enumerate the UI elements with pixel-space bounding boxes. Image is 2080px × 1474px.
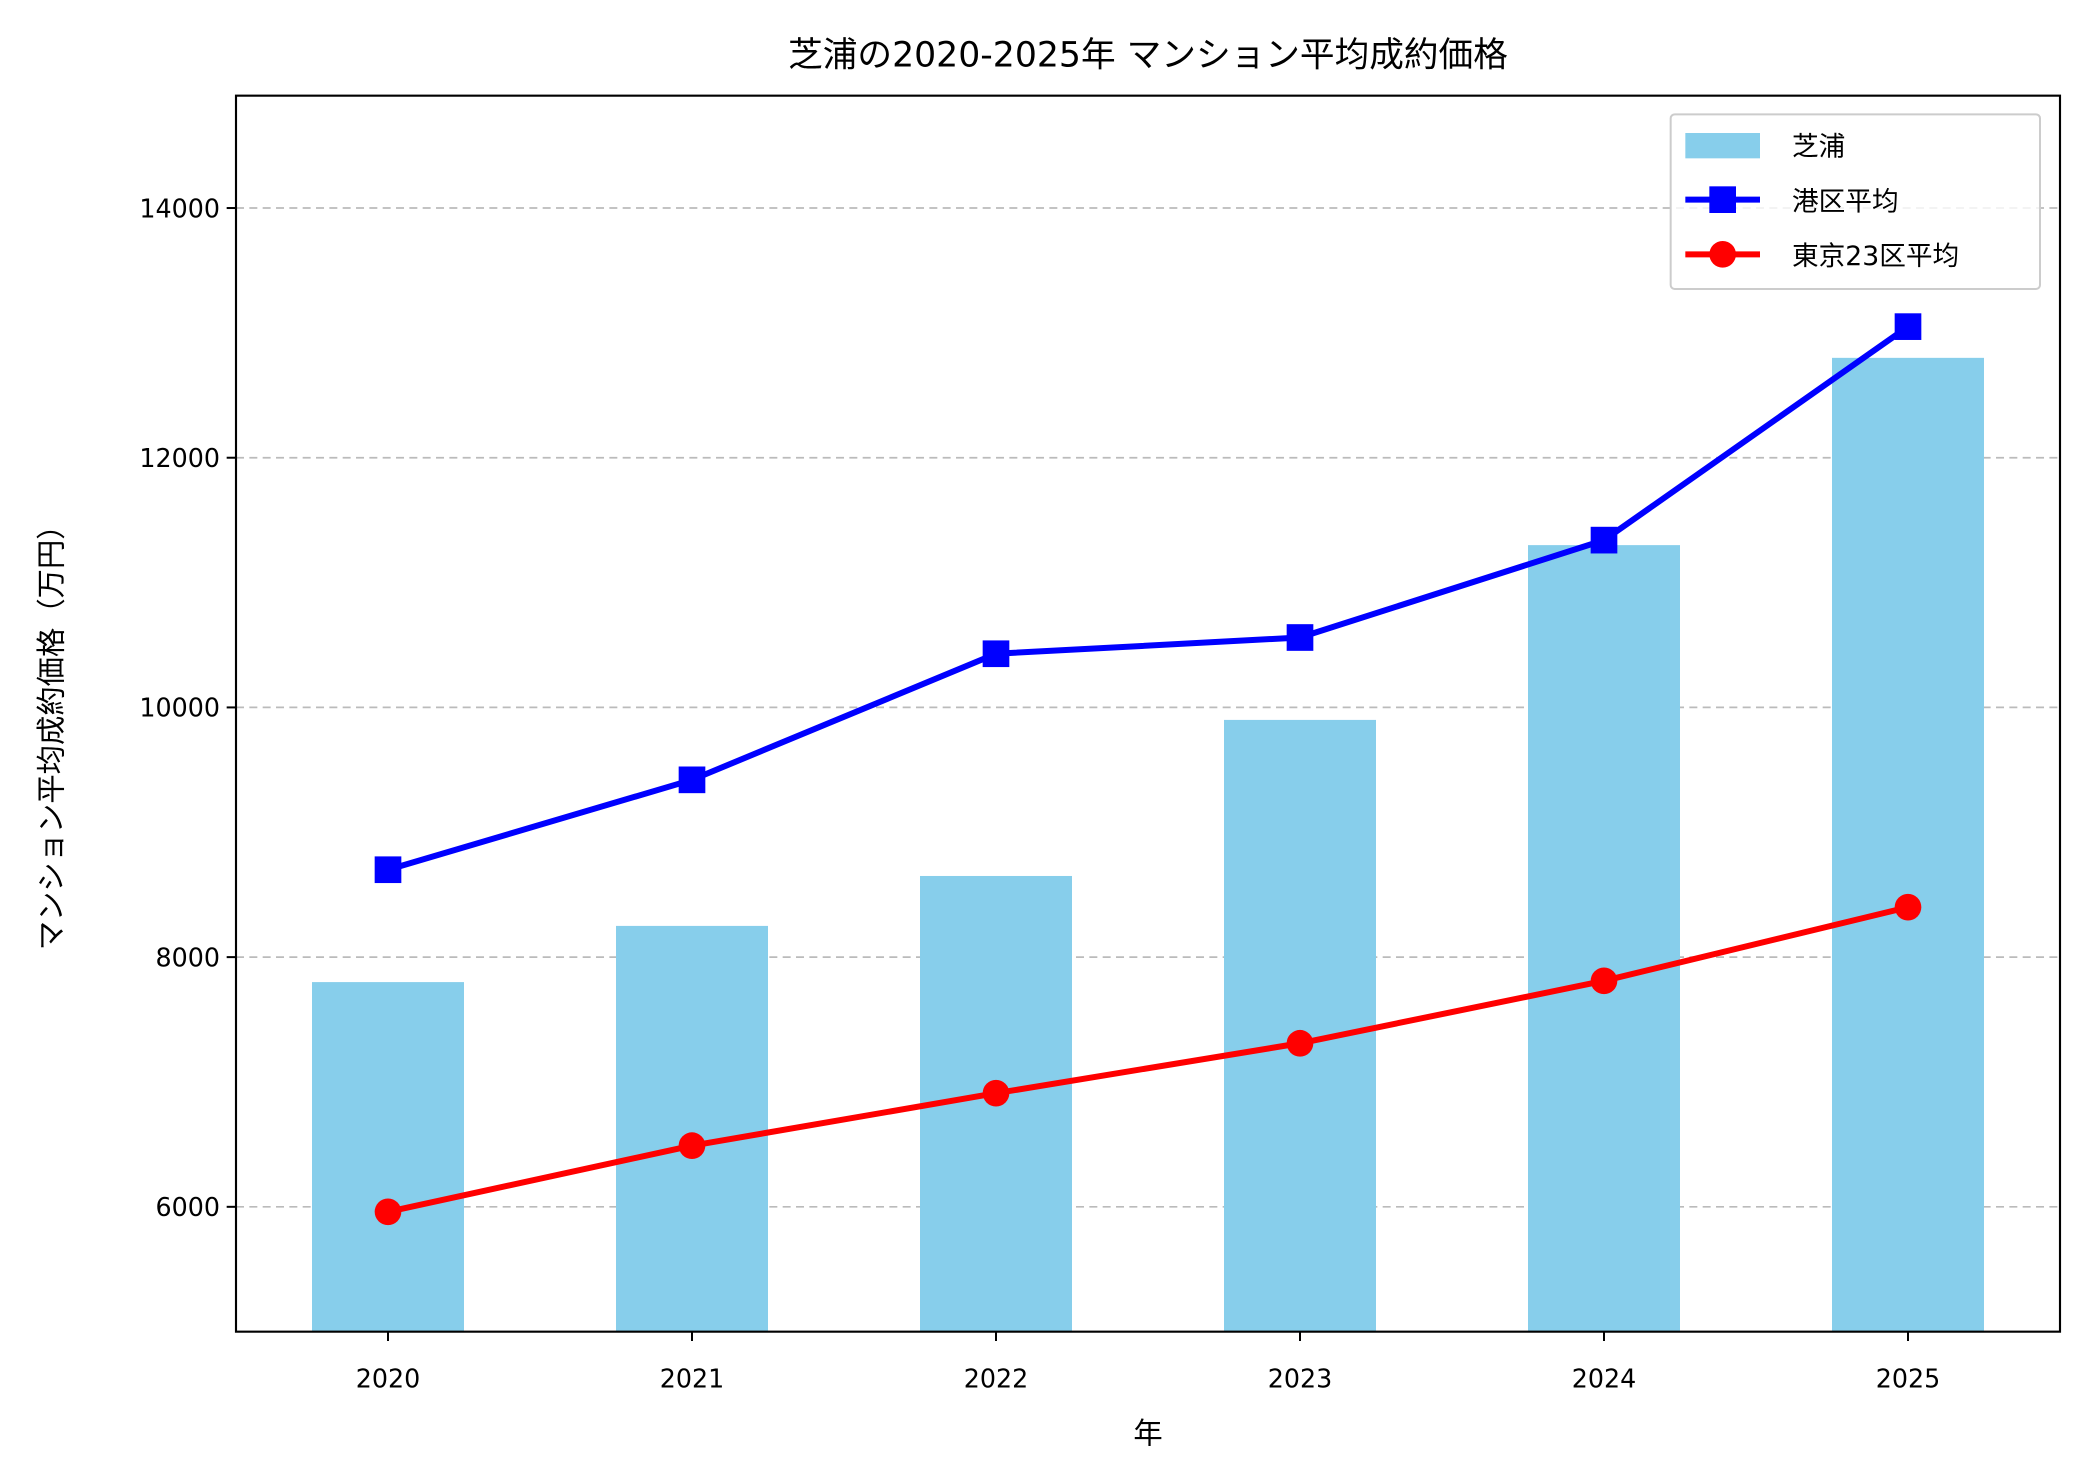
bar-2020	[312, 982, 464, 1332]
marker-square-2024	[1590, 526, 1618, 554]
marker-circle-2022	[982, 1079, 1010, 1107]
marker-circle-2021	[678, 1132, 706, 1159]
legend-marker-circle	[1709, 241, 1736, 268]
marker-circle-2024	[1590, 967, 1618, 995]
marker-circle-2025	[1894, 893, 1922, 921]
marker-square-2020	[374, 856, 402, 884]
y-axis-label: マンション平均成約価格（万円）	[34, 510, 68, 950]
y-tick-label: 6000	[156, 1192, 220, 1222]
x-tick-label: 2020	[356, 1364, 420, 1394]
bar-2024	[1528, 545, 1680, 1332]
marker-square-2022	[982, 640, 1010, 668]
marker-square-2021	[678, 766, 706, 794]
x-tick-label: 2023	[1268, 1364, 1332, 1394]
bar-2021	[616, 925, 768, 1332]
x-tick-label: 2022	[964, 1364, 1028, 1394]
bar-2023	[1224, 719, 1376, 1332]
line-series-1	[387, 324, 1910, 873]
line-series-2	[387, 904, 1909, 1215]
x-tick-label: 2021	[660, 1364, 724, 1394]
y-tick-label: 12000	[139, 443, 220, 473]
marker-circle-2020	[374, 1198, 402, 1226]
y-tick-label: 8000	[156, 942, 220, 972]
legend-marker-square	[1709, 186, 1736, 213]
marker-square-2023	[1286, 624, 1314, 651]
x-axis-label: 年	[1133, 1417, 1162, 1451]
y-tick-label: 14000	[139, 193, 220, 223]
legend-label: 港区平均	[1792, 186, 1899, 217]
plot-frame	[234, 94, 2062, 1333]
legend-label: 芝浦	[1792, 132, 1845, 163]
lines	[374, 313, 1922, 1226]
legend-swatch	[1685, 133, 1760, 159]
x-tick-label: 2025	[1876, 1364, 1940, 1394]
x-tick-label: 2024	[1572, 1364, 1636, 1394]
bar-2025	[1832, 357, 1984, 1332]
grid	[236, 207, 2060, 1208]
chart-title: 芝浦の2020-2025年 マンション平均成約価格	[788, 35, 1508, 75]
marker-square-2025	[1894, 313, 1922, 340]
bars	[312, 357, 1984, 1332]
x-ticks: 2020 2021 2022 2023 2024 2025	[356, 1331, 1940, 1394]
marker-circle-2023	[1286, 1029, 1314, 1057]
y-ticks: 6000 8000 10000 12000 14000	[139, 193, 236, 1222]
legend-label: 東京23区平均	[1792, 241, 1959, 272]
y-tick-label: 10000	[139, 693, 220, 723]
